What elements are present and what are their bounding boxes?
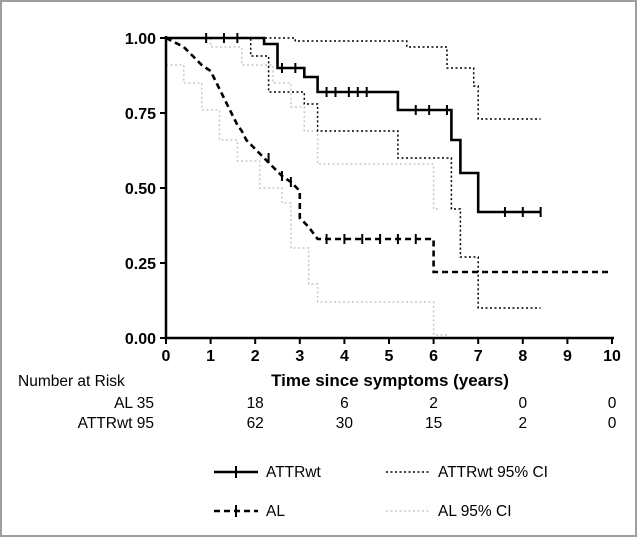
risk-value-attrwt-95-0: 62 [247, 415, 264, 432]
y-tick-label-0.25: 0.25 [125, 256, 156, 273]
risk-value-al-35-3: 0 [518, 395, 527, 412]
risk-value-al-35-2: 2 [429, 395, 438, 412]
x-tick-label-4: 4 [340, 348, 349, 365]
y-tick-label-1.00: 1.00 [125, 31, 156, 48]
risk-value-al-35-4: 0 [608, 395, 617, 412]
x-tick-label-1: 1 [206, 348, 215, 365]
risk-row-label-attrwt-95: ATTRwt 95 [78, 415, 154, 432]
y-tick-label-0.50: 0.50 [125, 181, 156, 198]
risk-value-attrwt-95-4: 0 [608, 415, 617, 432]
x-tick-label-7: 7 [474, 348, 483, 365]
risk-table-header: Number at Risk [18, 373, 125, 390]
x-tick-label-6: 6 [429, 348, 438, 365]
series-attrwt-curve [166, 38, 541, 212]
risk-value-al-35-1: 6 [340, 395, 349, 412]
series-attrwt-95-ci-line-upper [166, 38, 541, 119]
legend-label-al: AL [266, 503, 285, 520]
plot-lines [166, 33, 612, 335]
x-tick-label-5: 5 [385, 348, 394, 365]
x-tick-label-2: 2 [251, 348, 260, 365]
y-tick-label-0.75: 0.75 [125, 106, 156, 123]
legend-label-attrwt: ATTRwt [266, 464, 322, 481]
x-tick-label-0: 0 [162, 348, 171, 365]
risk-value-attrwt-95-1: 30 [336, 415, 354, 432]
risk-value-attrwt-95-3: 2 [518, 415, 527, 432]
series-al-95-ci-line-upper [166, 38, 438, 209]
series-attrwt-95-ci-line-lower [166, 38, 541, 308]
series-al-95-ci-line-lower [166, 65, 447, 335]
x-tick-label-3: 3 [295, 348, 304, 365]
axes: 0 1 2 3 4 5 6 7 8 9 10 0.00 0.25 0.50 0.75 1.00 [125, 31, 621, 365]
legend: ATTRwt ATTRwt 95% CI AL AL 95% CI [214, 464, 548, 520]
x-tick-label-8: 8 [518, 348, 527, 365]
y-tick-label-0.00: 0.00 [125, 331, 156, 348]
risk-value-al-35-0: 18 [247, 395, 264, 412]
series-al-curve [166, 38, 612, 272]
legend-label-al-95-ci: AL 95% CI [438, 503, 512, 520]
legend-label-attrwt-95-ci: ATTRwt 95% CI [438, 464, 548, 481]
risk-row-label-al-35: AL 35 [114, 395, 154, 412]
x-axis-title: Time since symptoms (years) [271, 371, 509, 390]
x-tick-label-9: 9 [563, 348, 572, 365]
risk-value-attrwt-95-2: 15 [425, 415, 442, 432]
x-tick-label-10: 10 [603, 348, 621, 365]
